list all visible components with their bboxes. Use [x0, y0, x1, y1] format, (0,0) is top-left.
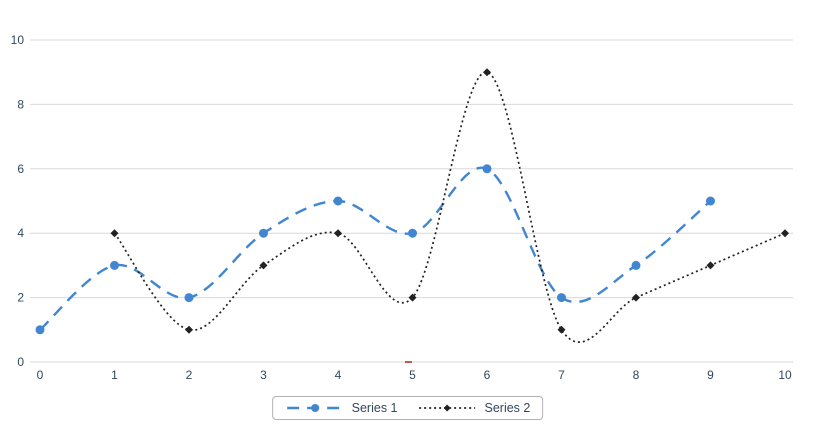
y-tick-label-10: 10 [11, 33, 25, 47]
data-point-diamond [408, 293, 417, 302]
data-point-circle [310, 404, 319, 412]
data-point-circle [482, 164, 492, 174]
data-point-circle [110, 260, 119, 270]
data-point-diamond [259, 261, 268, 270]
series-2-line-swatch [419, 404, 476, 412]
data-point-diamond [444, 404, 451, 412]
y-tick-label-6: 6 [17, 162, 24, 176]
x-tick-label-6: 6 [484, 368, 491, 382]
y-tick-label-0: 0 [17, 355, 24, 369]
data-point-circle [557, 293, 566, 303]
data-point-circle [706, 196, 715, 206]
x-tick-label-5: 5 [409, 368, 416, 382]
data-point-diamond [632, 293, 640, 302]
data-point-diamond [185, 325, 193, 334]
series-1-line-swatch [286, 404, 343, 412]
series-1-group [35, 164, 715, 335]
legend-label-series-2: Series 2 [484, 401, 531, 415]
x-tick-label-2: 2 [186, 368, 193, 382]
data-point-circle [408, 228, 417, 238]
data-point-diamond [110, 229, 119, 238]
legend-label-series-1: Series 1 [351, 401, 398, 415]
x-tick-label-8: 8 [633, 368, 640, 382]
data-point-circle [184, 293, 194, 303]
legend-item-series-1[interactable]: Series 1 [285, 401, 398, 415]
series-2-group [110, 68, 789, 343]
x-tick-label-3: 3 [260, 368, 267, 382]
x-tick-label-1: 1 [111, 368, 118, 382]
data-point-diamond [557, 325, 566, 334]
x-tick-label-9: 9 [707, 368, 714, 382]
x-tick-label-10: 10 [778, 368, 792, 382]
legend-item-series-2[interactable]: Series 2 [418, 401, 531, 415]
series-2-line [113, 71, 786, 343]
data-point-diamond [483, 68, 491, 77]
y-tick-label-2: 2 [17, 291, 24, 305]
x-tick-label-0: 0 [37, 368, 44, 382]
x-tick-label-7: 7 [558, 368, 565, 382]
data-point-diamond [334, 229, 342, 238]
chart-legend: Series 1 Series 2 [271, 396, 544, 420]
y-tick-label-4: 4 [17, 226, 24, 240]
data-point-circle [259, 228, 268, 238]
data-point-diamond [706, 261, 715, 270]
series-1-line [39, 166, 712, 331]
data-point-circle [333, 196, 343, 206]
data-point-circle [631, 260, 641, 270]
data-point-circle [35, 325, 45, 335]
x-tick-label-4: 4 [335, 368, 342, 382]
data-point-diamond [781, 229, 789, 238]
y-tick-label-8: 8 [17, 97, 24, 111]
